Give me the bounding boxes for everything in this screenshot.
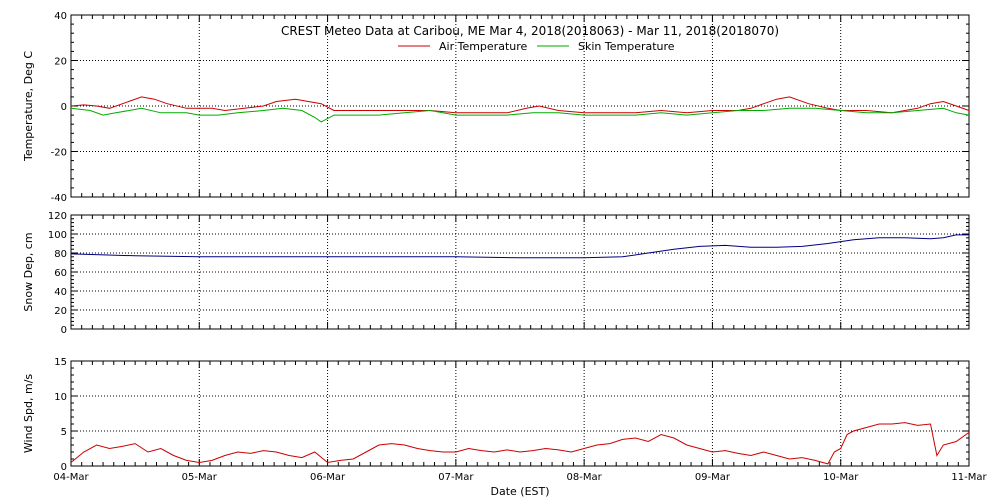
y-axis-title: Snow Dep, cm xyxy=(22,232,35,311)
series-line-panel-3 xyxy=(70,422,970,465)
x-tick-label: 06-Mar xyxy=(310,472,346,483)
chart-panels: 40 20 0 -20 -40 Temperature, Deg C Air Tempera… xyxy=(22,11,987,483)
y-tick-label: 60 xyxy=(54,268,67,279)
legend-label: Air Temperature xyxy=(439,40,528,53)
y-tick-label: 0 xyxy=(61,462,67,473)
y-tick-label: -40 xyxy=(51,193,67,204)
y-tick-label: 100 xyxy=(48,230,67,241)
x-tick-label: 04-Mar xyxy=(53,472,89,483)
series-line-skin-temperature xyxy=(70,107,970,123)
x-tick-label: 07-Mar xyxy=(438,472,474,483)
y-tick-label: 0 xyxy=(61,325,67,336)
x-tick-label: 05-Mar xyxy=(182,472,218,483)
y-tick-label: 5 xyxy=(61,427,67,438)
y-axis-title: Temperature, Deg C xyxy=(22,51,35,162)
panel-2: 120 100 80 60 40 20 0 Snow Dep, cm xyxy=(22,211,970,336)
panel-1: 40 20 0 -20 -40 Temperature, Deg C Air Tempera… xyxy=(22,11,970,204)
plot-frame xyxy=(70,360,970,467)
x-tick-label: 10-Mar xyxy=(823,472,859,483)
legend-label: Skin Temperature xyxy=(578,40,675,53)
y-tick-label: 0 xyxy=(61,102,67,113)
series-line-panel-2 xyxy=(70,234,969,259)
y-tick-label: 20 xyxy=(54,306,67,317)
chart-title: CREST Meteo Data at Caribou, ME Mar 4, 2… xyxy=(281,24,779,38)
y-tick-label: -20 xyxy=(51,148,67,159)
y-tick-label: 15 xyxy=(54,357,67,368)
x-tick-label: 11-Mar xyxy=(951,472,987,483)
y-tick-label: 10 xyxy=(54,392,67,403)
y-axis-title: Wind Spd, m/s xyxy=(22,374,35,454)
y-tick-label: 40 xyxy=(54,11,67,22)
plot-frame xyxy=(70,214,970,330)
x-tick-label: 08-Mar xyxy=(567,472,603,483)
y-tick-label: 20 xyxy=(54,57,67,68)
panel-3: 15 10 5 0 Wind Spd, m/s 04-Mar 05-Mar 06-Mar 07-… xyxy=(22,357,987,483)
x-tick-label: 09-Mar xyxy=(695,472,731,483)
y-tick-label: 80 xyxy=(54,249,67,260)
series-line-air-temperature xyxy=(70,96,970,114)
y-tick-label: 40 xyxy=(54,287,67,298)
y-tick-label: 120 xyxy=(48,211,67,222)
x-axis-title: Date (EST) xyxy=(490,485,549,498)
